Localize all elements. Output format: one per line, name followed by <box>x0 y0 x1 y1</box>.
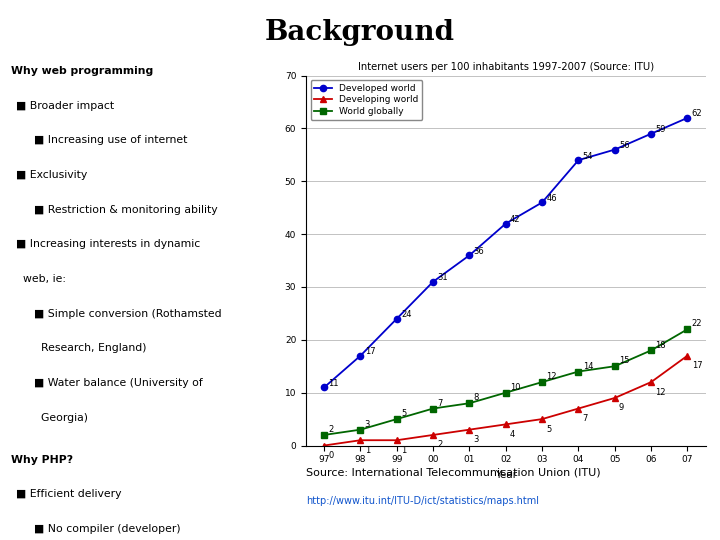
Text: ■ Increasing interests in dynamic: ■ Increasing interests in dynamic <box>17 239 201 249</box>
Text: Why PHP?: Why PHP? <box>11 455 73 464</box>
World globally <box>574 368 582 375</box>
Text: 56: 56 <box>619 141 629 150</box>
Developing world <box>465 427 474 433</box>
Developed world <box>320 384 328 390</box>
Text: 42: 42 <box>510 215 521 224</box>
Developing world <box>683 353 692 359</box>
Text: ■ Restriction & monitoring ability: ■ Restriction & monitoring ability <box>27 205 218 214</box>
Line: Developed world: Developed world <box>321 114 690 390</box>
Text: http://www.itu.int/ITU-D/ict/statistics/maps.html: http://www.itu.int/ITU-D/ict/statistics/… <box>306 496 539 506</box>
Developing world <box>611 395 619 401</box>
Text: Georgia): Georgia) <box>27 413 89 423</box>
Developing world <box>574 405 582 411</box>
Text: 4: 4 <box>510 430 516 439</box>
Text: 17: 17 <box>364 347 375 356</box>
Developing world <box>538 416 546 422</box>
Text: 31: 31 <box>437 273 448 282</box>
Text: 3: 3 <box>474 435 479 444</box>
Text: 46: 46 <box>546 194 557 203</box>
Text: 12: 12 <box>655 388 666 396</box>
Text: Background: Background <box>265 19 455 46</box>
Text: 5: 5 <box>546 424 552 434</box>
Text: ■ Simple conversion (Rothamsted: ■ Simple conversion (Rothamsted <box>27 309 222 319</box>
Text: 11: 11 <box>328 379 339 388</box>
Text: 14: 14 <box>582 362 593 371</box>
Text: Research, England): Research, England) <box>27 343 147 353</box>
Developed world <box>356 353 365 359</box>
Developed world <box>501 220 510 227</box>
World globally <box>647 347 655 354</box>
Text: 24: 24 <box>401 310 412 319</box>
Developing world <box>392 437 401 443</box>
World globally <box>356 427 365 433</box>
Text: ■ Increasing use of internet: ■ Increasing use of internet <box>27 135 188 145</box>
Line: Developing world: Developing world <box>321 353 690 449</box>
Developed world <box>465 252 474 259</box>
Text: 9: 9 <box>619 403 624 413</box>
Text: 18: 18 <box>655 341 666 349</box>
Text: 54: 54 <box>582 152 593 161</box>
Text: ■ No compiler (developer): ■ No compiler (developer) <box>27 524 181 534</box>
Developed world <box>574 157 582 164</box>
Text: 8: 8 <box>474 394 479 402</box>
Developing world <box>320 442 328 449</box>
Developed world <box>392 315 401 322</box>
World globally <box>320 431 328 438</box>
World globally <box>683 326 692 333</box>
Text: 5: 5 <box>401 409 406 418</box>
Text: 36: 36 <box>474 247 485 256</box>
Developing world <box>429 431 438 438</box>
X-axis label: Year: Year <box>495 470 517 480</box>
Developed world <box>611 146 619 153</box>
Developed world <box>647 131 655 137</box>
World globally <box>429 405 438 411</box>
Title: Internet users per 100 inhabitants 1997-2007 (Source: ITU): Internet users per 100 inhabitants 1997-… <box>358 62 654 72</box>
Text: 7: 7 <box>582 414 588 423</box>
Text: ■ Exclusivity: ■ Exclusivity <box>17 170 88 180</box>
Developed world <box>683 114 692 121</box>
Developed world <box>538 199 546 206</box>
Developing world <box>501 421 510 428</box>
Developing world <box>356 437 365 443</box>
World globally <box>538 379 546 386</box>
Text: 59: 59 <box>655 125 666 134</box>
Text: 7: 7 <box>437 399 443 408</box>
Text: Why web programming: Why web programming <box>11 66 153 76</box>
Developing world <box>647 379 655 386</box>
Text: ■ Broader impact: ■ Broader impact <box>17 100 114 111</box>
Text: 1: 1 <box>364 446 370 455</box>
Developed world <box>429 279 438 285</box>
Text: ■ Efficient delivery: ■ Efficient delivery <box>17 489 122 500</box>
Text: 62: 62 <box>692 110 702 118</box>
Text: 2: 2 <box>328 425 333 434</box>
Text: 22: 22 <box>692 320 702 328</box>
Text: 10: 10 <box>510 383 521 392</box>
Line: World globally: World globally <box>321 326 690 438</box>
World globally <box>465 400 474 407</box>
Legend: Developed world, Developing world, World globally: Developed world, Developing world, World… <box>310 80 423 120</box>
World globally <box>611 363 619 369</box>
World globally <box>501 389 510 396</box>
Text: 2: 2 <box>437 441 443 449</box>
Text: 1: 1 <box>401 446 406 455</box>
Text: 0: 0 <box>328 451 333 460</box>
Text: 3: 3 <box>364 420 370 429</box>
Text: 15: 15 <box>619 356 629 366</box>
Text: 12: 12 <box>546 372 557 381</box>
Text: web, ie:: web, ie: <box>17 274 66 284</box>
World globally <box>392 416 401 422</box>
Text: ■ Water balance (University of: ■ Water balance (University of <box>27 378 203 388</box>
Text: 17: 17 <box>692 361 702 370</box>
Text: Source: International Telecommunication Union (ITU): Source: International Telecommunication … <box>306 467 600 477</box>
